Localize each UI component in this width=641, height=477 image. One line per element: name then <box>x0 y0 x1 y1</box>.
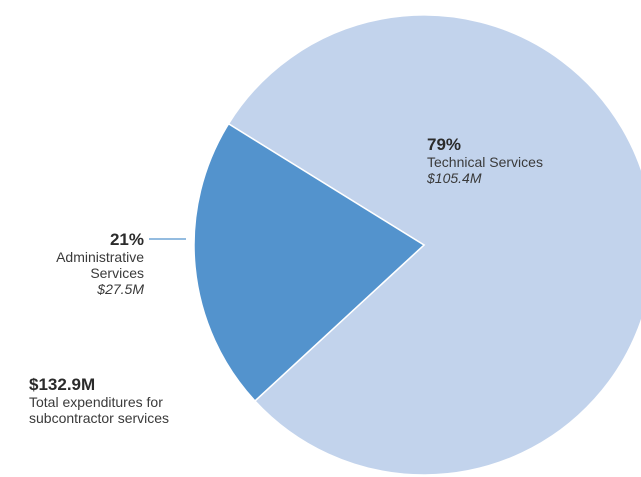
total-caption-line-1: Total expenditures for <box>29 394 163 410</box>
tech-label: Technical Services <box>427 154 543 170</box>
admin-percent: 21% <box>109 230 144 249</box>
tech-amount: $105.4M <box>427 170 482 186</box>
admin-label-line-1: Administrative <box>56 249 144 265</box>
pie-slice-admin <box>193 122 426 403</box>
admin-label-line-2: Services <box>90 265 144 281</box>
admin-slice-label: 21% Administrative Services $27.5M <box>56 230 144 297</box>
total-caption-line-2: subcontractor services <box>29 410 170 426</box>
tech-slice-label: 79% Technical Services $105.4M <box>427 135 543 186</box>
admin-amount: $27.5M <box>97 281 144 297</box>
total-label: $132.9M Total expenditures for subcontra… <box>29 375 170 427</box>
tech-percent: 79% <box>427 135 462 154</box>
total-amount: $132.9M <box>29 375 96 394</box>
pie-slice-tech <box>227 14 641 476</box>
